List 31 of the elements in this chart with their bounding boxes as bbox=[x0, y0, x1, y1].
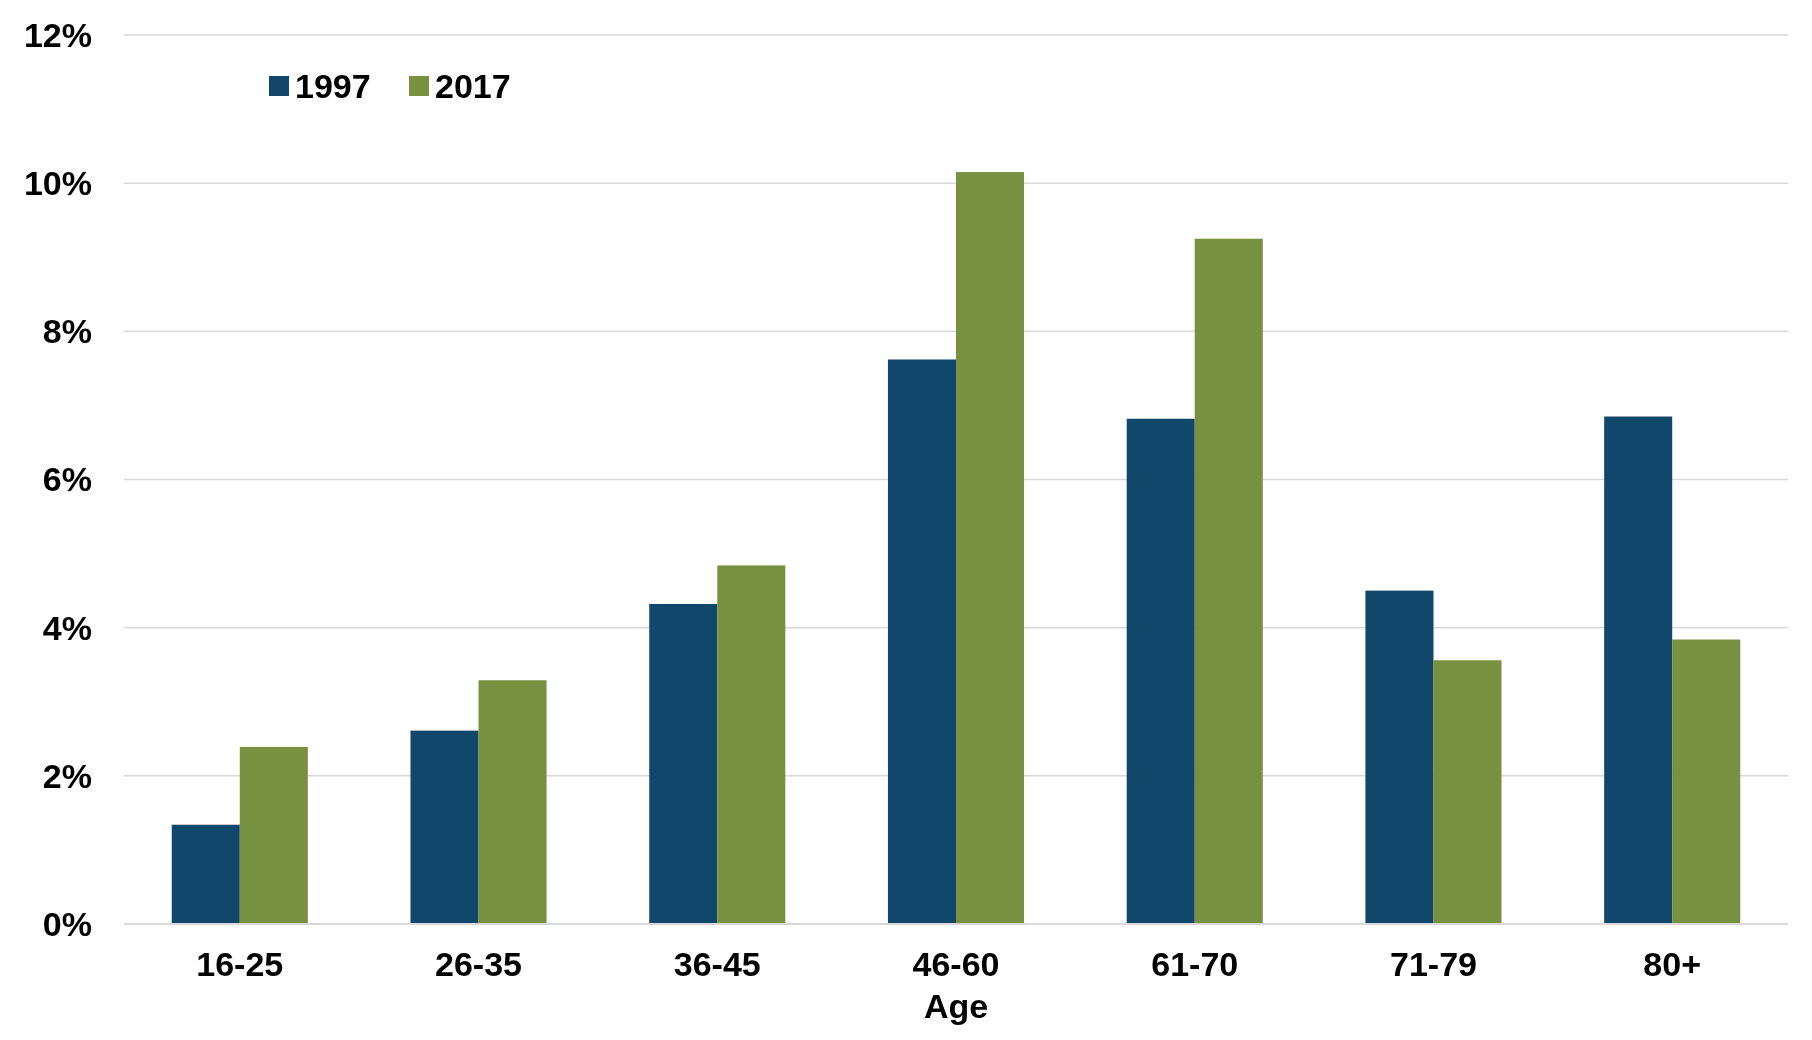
bar bbox=[649, 603, 718, 924]
bar bbox=[239, 746, 308, 924]
bar bbox=[1604, 416, 1673, 924]
bar bbox=[717, 565, 786, 924]
x-tick-label: 80+ bbox=[1643, 945, 1702, 983]
x-tick-label: 26-35 bbox=[435, 945, 523, 983]
x-tick-label: 46-60 bbox=[912, 945, 1000, 983]
bar bbox=[1126, 418, 1195, 924]
bar bbox=[1433, 660, 1502, 924]
bar bbox=[1194, 238, 1263, 924]
legend-label: 1997 bbox=[295, 66, 371, 105]
y-tick-label: 10% bbox=[23, 164, 92, 203]
y-tick-label: 6% bbox=[42, 460, 92, 499]
x-tick-label: 71-79 bbox=[1389, 945, 1477, 983]
y-tick-label: 2% bbox=[42, 756, 92, 795]
bar bbox=[887, 359, 956, 924]
bar bbox=[1365, 590, 1434, 924]
legend-label: 2017 bbox=[435, 66, 511, 105]
y-tick-label: 0% bbox=[42, 904, 92, 943]
bar bbox=[1672, 639, 1741, 924]
x-tick-label: 61-70 bbox=[1151, 945, 1239, 983]
x-tick-label: 16-25 bbox=[196, 945, 284, 983]
bar bbox=[410, 730, 479, 924]
bar bbox=[171, 824, 240, 924]
x-axis-title: Age bbox=[923, 987, 989, 1025]
x-tick-label: 36-45 bbox=[673, 945, 761, 983]
y-tick-label: 4% bbox=[42, 608, 92, 647]
bar bbox=[956, 172, 1025, 924]
y-tick-label: 8% bbox=[42, 312, 92, 351]
bar bbox=[478, 680, 547, 924]
y-tick-label: 12% bbox=[23, 15, 92, 54]
